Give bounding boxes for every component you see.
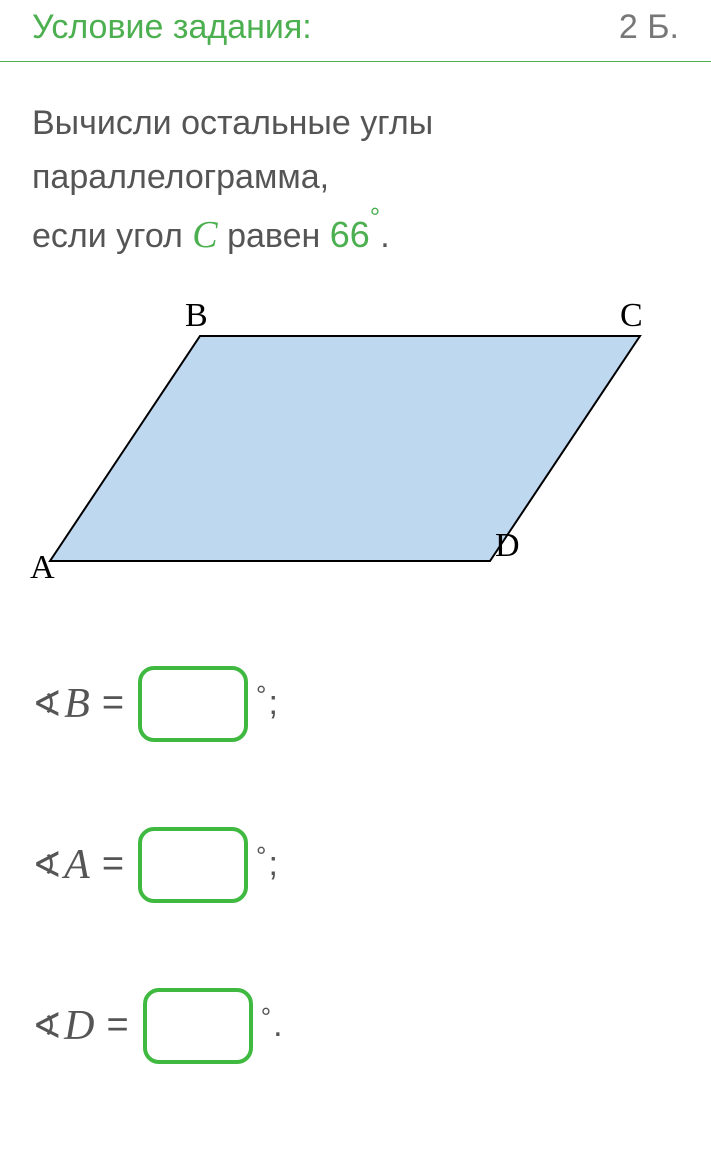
angle-B-input[interactable] [138, 666, 248, 742]
question-mid: равен [218, 217, 330, 255]
answer-row-A: ∢A = °; [32, 827, 679, 903]
angle-icon: ∢ [32, 1005, 62, 1047]
task-points: 2 Б. [619, 8, 679, 47]
parallelogram-diagram: A B C D [30, 296, 650, 586]
equals-sign: = [102, 682, 124, 725]
vertex-label-B: B [185, 297, 208, 334]
angle-icon: ∢ [32, 844, 62, 886]
parallelogram-shape [50, 336, 640, 561]
angle-A-input[interactable] [138, 827, 248, 903]
question-text: Вычисли остальные углы параллелограмма, … [0, 62, 711, 276]
equals-sign: = [102, 843, 124, 886]
given-angle-var: C [192, 214, 217, 256]
degree-symbol: ° [256, 841, 266, 872]
diagram-container: A B C D [0, 276, 711, 616]
vertex-label-A: A [30, 549, 55, 586]
question-period: . [380, 217, 389, 255]
angle-icon: ∢ [32, 683, 62, 725]
task-header: Условие задания: 2 Б. [0, 0, 711, 62]
angle-D-input[interactable] [143, 988, 253, 1064]
degree-symbol: ° [256, 680, 266, 711]
answer-var-D: D [64, 1002, 94, 1050]
vertex-label-D: D [495, 527, 520, 564]
vertex-label-C: C [620, 297, 643, 334]
row-suffix: ; [268, 684, 277, 723]
row-suffix: . [273, 1006, 282, 1045]
question-line1: Вычисли остальные углы параллелограмма, [32, 104, 433, 196]
question-prefix: если угол [32, 217, 192, 255]
answer-var-B: B [64, 680, 90, 728]
answer-row-B: ∢B = °; [32, 666, 679, 742]
answer-row-D: ∢D = °. [32, 988, 679, 1064]
answer-var-A: A [64, 841, 90, 889]
row-suffix: ; [268, 845, 277, 884]
task-title: Условие задания: [32, 8, 312, 47]
answers-section: ∢B = °; ∢A = °; ∢D = °. [0, 616, 711, 1159]
degree-symbol: ° [370, 202, 380, 232]
given-angle-val: 66 [330, 214, 370, 255]
equals-sign: = [107, 1004, 129, 1047]
degree-symbol: ° [261, 1002, 271, 1033]
